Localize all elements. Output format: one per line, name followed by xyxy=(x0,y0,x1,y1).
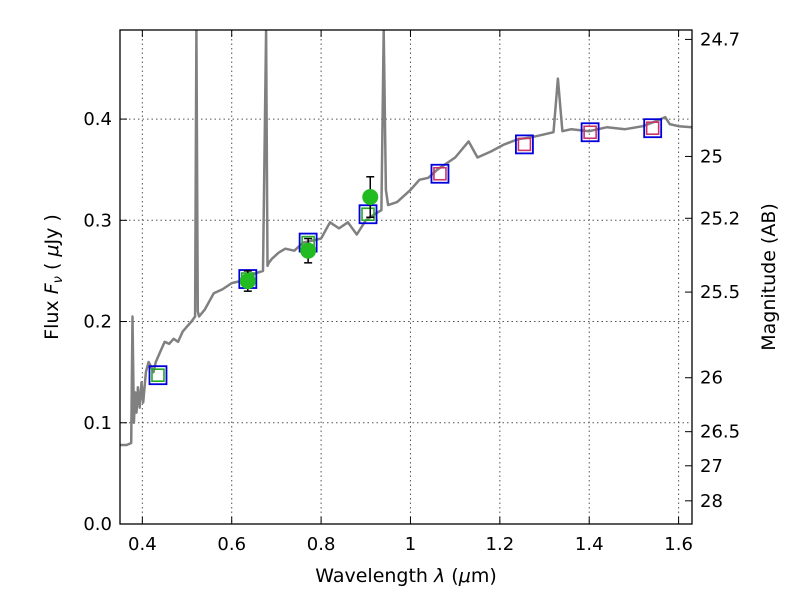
observed-photometry-point xyxy=(239,273,256,290)
plot-frame xyxy=(119,29,693,525)
model-photometry-marker xyxy=(358,204,378,225)
y2-tick-label: 25.5 xyxy=(700,282,740,303)
x-tick-label: 1 xyxy=(405,534,416,555)
model-inner-square xyxy=(517,137,532,152)
y2-tick-label: 24.7 xyxy=(700,29,740,50)
model-inner-square xyxy=(433,166,447,181)
x-tick-label: 0.6 xyxy=(217,534,246,555)
y2-tick-label: 26.5 xyxy=(700,422,740,443)
y2-axis-label: Magnitude (AB) xyxy=(758,203,780,351)
x-tick-label: 1.6 xyxy=(664,534,693,555)
y-tick-label: 0.1 xyxy=(83,413,112,434)
model-inner-square xyxy=(151,368,165,382)
y2-tick-label: 26 xyxy=(700,368,723,389)
x-axis-label: Wavelength λ (μm) xyxy=(315,565,496,587)
model-photometry-marker xyxy=(643,118,663,139)
grid xyxy=(120,30,692,525)
spectrum-layer xyxy=(120,30,692,447)
y-tick-label: 0.0 xyxy=(83,514,112,535)
photometry-layer xyxy=(148,118,663,386)
y-tick-label: 0.2 xyxy=(83,312,112,333)
model-inner-square xyxy=(361,207,375,222)
ticks: 0.4 0.6 0.8 1 1.2 1.4 1.6 0.0 0.1 0.2 0.3 0.4 24.7 25… xyxy=(83,29,740,555)
model-photometry-marker xyxy=(580,122,600,143)
spectrum-line xyxy=(120,30,692,447)
x-tick-label: 0.4 xyxy=(128,534,157,555)
y-tick-label: 0.3 xyxy=(83,210,112,231)
y2-tick-label: 25 xyxy=(700,146,723,167)
y2-tick-label: 28 xyxy=(700,491,723,512)
x-tick-label: 0.8 xyxy=(307,534,336,555)
model-photometry-marker xyxy=(430,163,450,184)
observed-photometry-point xyxy=(362,189,379,206)
model-inner-square xyxy=(583,125,597,140)
y2-tick-label: 27 xyxy=(700,456,723,477)
model-photometry-marker xyxy=(148,365,168,386)
y2-tick-label: 25.2 xyxy=(700,208,740,229)
model-inner-square xyxy=(645,121,660,135)
observed-photometry-point xyxy=(300,242,317,259)
x-tick-label: 1.4 xyxy=(575,534,604,555)
y-axis-label: Flux Fν ( μJy ) xyxy=(41,214,66,340)
y-tick-label: 0.4 xyxy=(83,109,112,130)
model-photometry-marker xyxy=(515,134,534,155)
x-tick-label: 1.2 xyxy=(486,534,515,555)
